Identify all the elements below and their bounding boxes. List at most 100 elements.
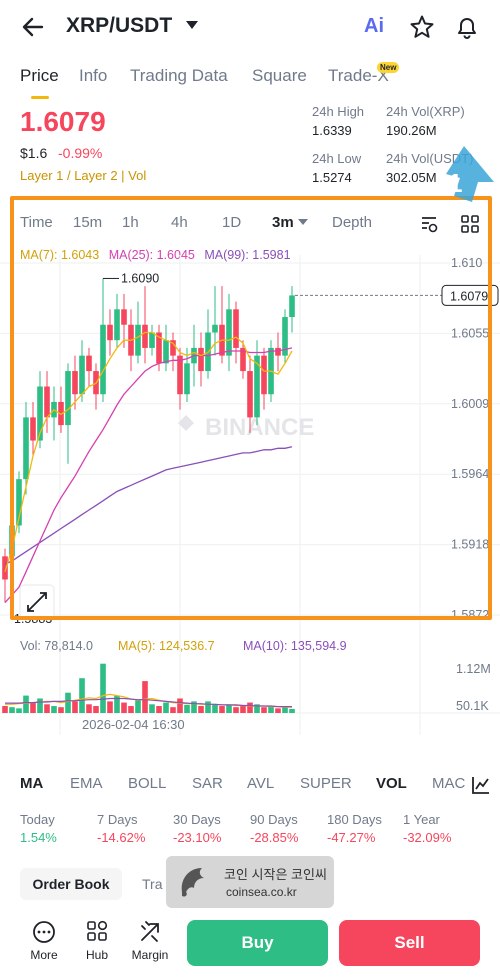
indicator-sar[interactable]: SAR	[192, 775, 223, 792]
volume-bar	[282, 707, 288, 713]
tab-order-book[interactable]: Order Book	[20, 868, 122, 900]
hub-icon	[87, 920, 108, 941]
volume-bar	[30, 702, 36, 713]
candle-body	[86, 355, 92, 372]
ma-legend: MA(7): 1.6043 MA(25): 1.6045 MA(99): 1.5…	[20, 248, 291, 262]
indicator-avl[interactable]: AVL	[247, 775, 275, 792]
candle-body	[226, 309, 232, 356]
indicator-vol[interactable]: VOL	[376, 775, 407, 792]
indicator-boll[interactable]: BOLL	[128, 775, 167, 792]
ma25-value: MA(25): 1.6045	[108, 248, 195, 262]
interval-3m[interactable]: 3m	[272, 214, 294, 231]
perf-value: -23.10%	[173, 830, 222, 845]
volume-bar	[212, 704, 218, 713]
interval-15m[interactable]: 15m	[73, 214, 103, 231]
main-tabs: Price Info Trading Data Square Trade-X N…	[0, 62, 500, 99]
candle-body	[121, 309, 127, 325]
ma99-line	[4, 446, 293, 565]
indicator-ma[interactable]: MA	[20, 775, 44, 792]
volume-bar	[226, 704, 232, 713]
star-icon[interactable]	[409, 14, 435, 40]
volume-ma10-line	[5, 697, 292, 708]
vol-xrp-value: 190.26M	[386, 123, 437, 138]
volume-bar	[149, 704, 155, 713]
volume-bar	[163, 702, 169, 713]
watermark-url: coinsea.co.kr	[226, 885, 297, 899]
pointer-arrow-icon	[446, 146, 494, 202]
volume-bar	[240, 706, 246, 713]
last-price: 1.6079	[20, 106, 106, 137]
tab-square[interactable]: Square	[252, 66, 307, 85]
interval-depth[interactable]: Depth	[332, 214, 373, 231]
candle-body	[100, 324, 106, 395]
candle-body	[233, 309, 239, 348]
volume-bar	[72, 701, 78, 713]
volume-bar	[191, 701, 197, 713]
candle-body	[282, 317, 288, 356]
candle-body	[23, 417, 29, 480]
candle-body	[135, 324, 141, 356]
vol-usdt-label: 24h Vol(USDT)	[386, 151, 474, 166]
annotation-number: 1	[448, 168, 463, 198]
high-value: 1.6339	[312, 123, 352, 138]
tab-trades[interactable]: Tra	[142, 876, 163, 892]
more-button[interactable]: More	[24, 918, 64, 962]
volume-bar	[261, 707, 267, 713]
tab-info[interactable]: Info	[79, 66, 108, 85]
hub-button[interactable]: Hub	[77, 918, 117, 962]
interval-1d[interactable]: 1D	[222, 214, 242, 231]
candle-body	[275, 347, 281, 356]
more-label: More	[30, 948, 58, 962]
interval-1h[interactable]: 1h	[122, 214, 139, 231]
volume-bar	[93, 706, 99, 713]
candle-body	[198, 347, 204, 372]
ma25-line	[4, 347, 293, 604]
candle-body	[184, 363, 190, 395]
high-label: 24h High	[312, 104, 365, 119]
more-icon	[33, 921, 55, 943]
action-bar: More Hub Margin Buy Sell	[0, 918, 500, 979]
chart-settings-icon[interactable]	[420, 214, 440, 234]
last-price-tag	[441, 284, 499, 306]
chevron-down-icon[interactable]	[186, 21, 198, 29]
sell-button[interactable]: Sell	[339, 920, 480, 966]
candle-body	[149, 332, 155, 348]
category-tags[interactable]: Layer 1 / Layer 2 | Vol	[20, 168, 147, 183]
price-chart[interactable]: 1.610 1.6055 1.6009 1.5964 1.5918 1.5872 BINAN…	[0, 255, 500, 775]
volume-ma5-value: MA(5): 124,536.7	[118, 639, 215, 653]
pair-title[interactable]: XRP/USDT	[66, 14, 173, 37]
tab-trading-data[interactable]: Trading Data	[130, 66, 228, 85]
perf-value: -14.62%	[97, 830, 146, 845]
tab-trade-x[interactable]: Trade-X	[328, 66, 389, 85]
new-badge: New	[377, 62, 400, 73]
chevron-down-icon[interactable]	[298, 219, 308, 226]
volume-bar	[58, 707, 64, 713]
grid-layout-icon[interactable]	[460, 214, 480, 234]
bell-icon[interactable]	[454, 14, 480, 40]
fiat-price: $1.6	[20, 145, 48, 161]
perf-value: -32.09%	[403, 830, 452, 845]
volume-ma10-value: MA(10): 135,594.9	[243, 639, 347, 653]
volume-bar	[9, 707, 15, 713]
indicator-macd[interactable]: MAC	[432, 775, 466, 792]
back-arrow-icon[interactable]	[18, 12, 48, 42]
active-tab-indicator	[31, 96, 49, 99]
ai-icon[interactable]: Ai	[364, 15, 384, 37]
indicator-super[interactable]: SUPER	[300, 775, 352, 792]
y-tick-label: 1.610	[451, 256, 482, 270]
buy-button[interactable]: Buy	[187, 920, 328, 966]
volume-bar	[198, 706, 204, 713]
indicator-chart-icon[interactable]	[471, 775, 491, 795]
high-marker-label: 1.6090	[121, 271, 159, 285]
interval-4h[interactable]: 4h	[171, 214, 188, 231]
dolphin-logo-icon	[181, 868, 204, 897]
hub-label: Hub	[85, 948, 108, 962]
candle-body	[142, 324, 148, 348]
ma99-value: MA(99): 1.5981	[204, 248, 291, 262]
volume-bar	[121, 702, 127, 713]
price-change: -0.99%	[58, 145, 103, 161]
interval-time[interactable]: Time	[20, 214, 53, 231]
indicator-ema[interactable]: EMA	[70, 775, 103, 792]
margin-button[interactable]: Margin	[130, 918, 170, 962]
tab-price[interactable]: Price	[20, 66, 59, 85]
